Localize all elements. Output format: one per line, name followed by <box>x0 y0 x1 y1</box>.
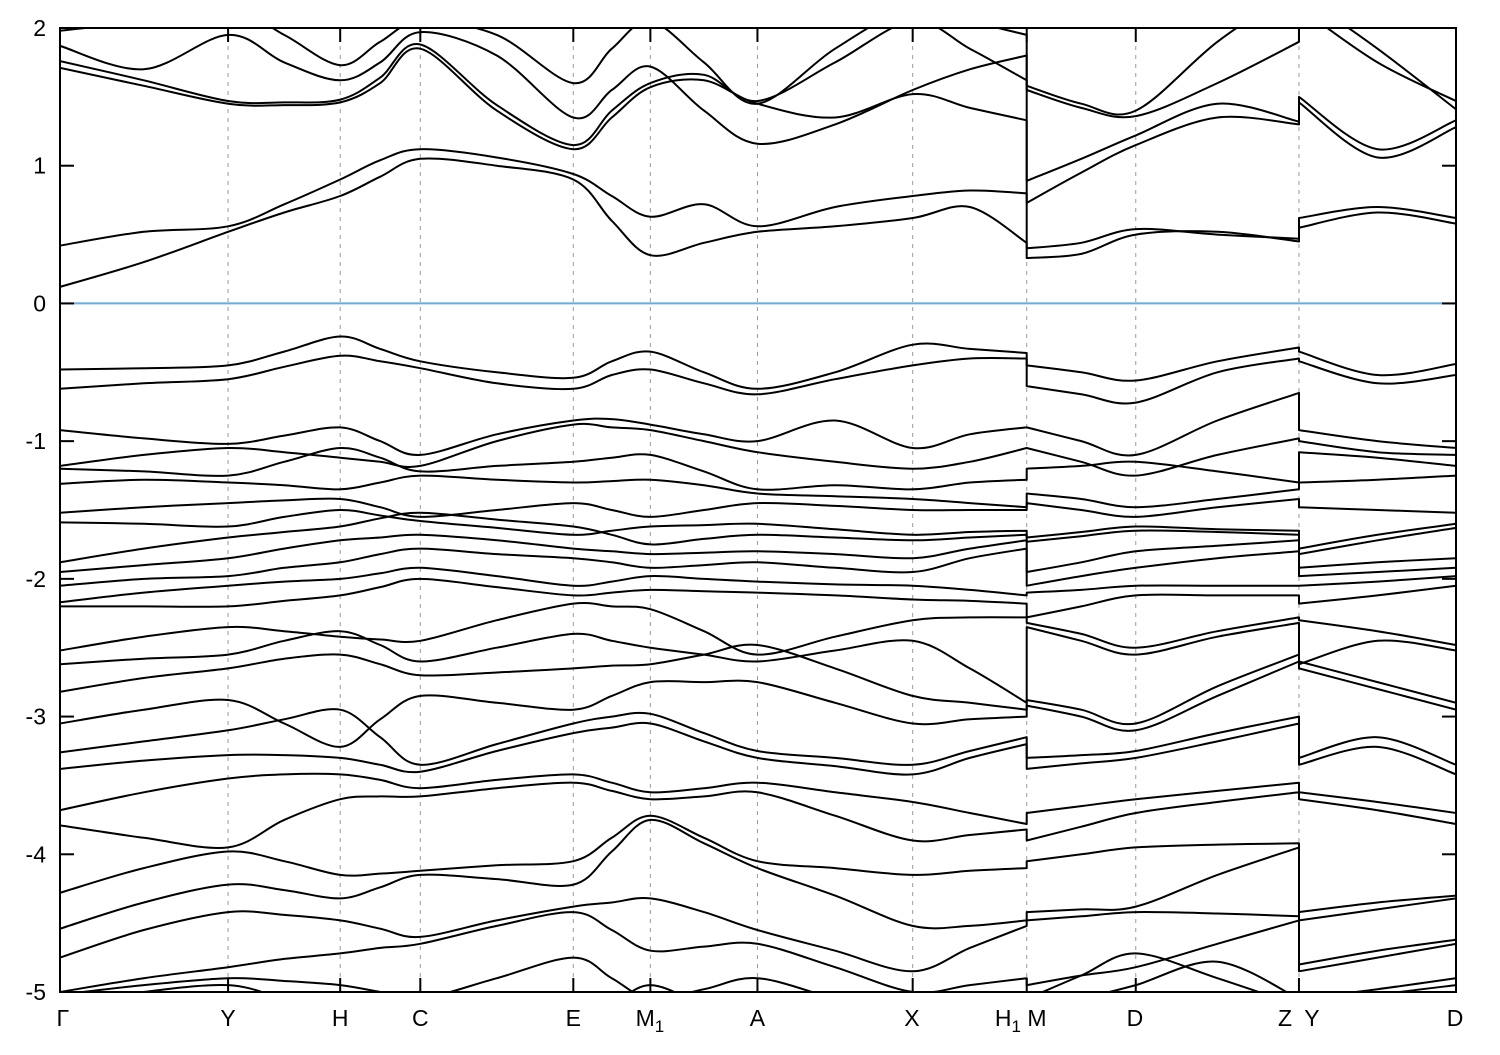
axis-ticks <box>60 27 1456 993</box>
y-tick-label: -2 <box>26 566 46 592</box>
band-line <box>60 621 1456 704</box>
y-tick-label: -3 <box>26 704 46 730</box>
y-tick-label: -1 <box>26 428 46 454</box>
kpoint-label: C <box>412 1005 429 1031</box>
band-line <box>60 446 1456 491</box>
band-line <box>60 643 1456 726</box>
band-line <box>60 814 1456 914</box>
band-line <box>60 28 1456 116</box>
kpoint-label: E <box>566 1005 581 1031</box>
band-line <box>60 566 1456 604</box>
band-line <box>60 708 1456 766</box>
y-tick-label: 2 <box>33 15 46 41</box>
band-line <box>60 422 1456 477</box>
kpoint-label: Γ <box>56 1005 69 1031</box>
kpoint-label: D <box>1447 1005 1464 1031</box>
band-line <box>60 497 1456 518</box>
plot-frame <box>59 27 1457 993</box>
kpoint-label: X <box>904 1005 919 1031</box>
band-line <box>136 960 1456 992</box>
kpoint-label: A <box>750 1005 766 1031</box>
band-line <box>60 157 1456 288</box>
y-tick-label: -5 <box>26 979 46 1005</box>
kpoint-label: Y <box>220 1005 235 1031</box>
band-line <box>60 897 1456 973</box>
band-line <box>60 660 1456 748</box>
y-tick-labels: 2 1 0 -1 -2 -3 -4 -5 <box>26 15 47 1005</box>
kpoint-labels: Γ Y H C E M1 A X H1 M D Z Y D <box>56 1005 1463 1036</box>
band-line <box>60 148 1456 250</box>
band-line <box>60 28 1456 182</box>
kpoint-label: H <box>332 1005 349 1031</box>
kpoint-label: Z <box>1278 1005 1292 1031</box>
y-tick-label: 0 <box>33 290 46 316</box>
band-line <box>60 391 1456 457</box>
band-line <box>60 335 1456 390</box>
band-line <box>60 772 1456 825</box>
band-line <box>60 533 1456 573</box>
band-line <box>60 547 1456 587</box>
kpoint-label: M <box>1027 1005 1046 1031</box>
band-line <box>60 577 1456 619</box>
band-line <box>60 818 1456 930</box>
band-line <box>60 511 1456 564</box>
band-line <box>60 781 1456 849</box>
kpoint-label: M1 <box>636 1005 665 1036</box>
kpoint-label: D <box>1127 1005 1144 1031</box>
band-line <box>74 952 1456 992</box>
band-line <box>60 474 1456 509</box>
band-lines <box>60 28 1456 992</box>
band-line <box>60 28 1456 145</box>
kpoint-label: H1 <box>995 1005 1021 1036</box>
band-line <box>60 508 1456 550</box>
y-tick-label: 1 <box>33 153 46 179</box>
y-tick-label: -4 <box>26 841 47 867</box>
band-line <box>60 721 1456 776</box>
band-line <box>60 911 1456 992</box>
kpoint-label: Y <box>1304 1005 1319 1031</box>
band-line <box>60 47 1456 204</box>
band-line <box>60 601 1456 656</box>
band-line <box>60 354 1456 405</box>
